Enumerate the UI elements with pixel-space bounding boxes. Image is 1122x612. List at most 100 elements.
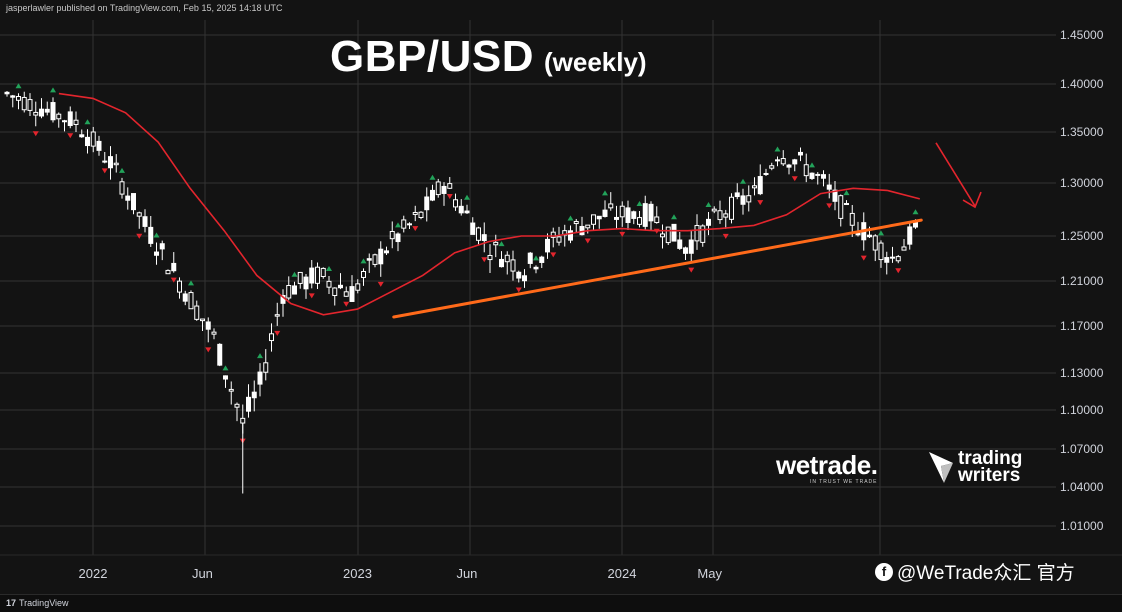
- fractal-up-marker: [774, 146, 781, 152]
- candle-body: [763, 172, 769, 175]
- candle-body: [648, 203, 654, 222]
- price-chart[interactable]: 1.45000 1.40000 1.35000 1.30000 1.25000 1.210…: [0, 0, 1122, 594]
- candle-body: [378, 248, 384, 265]
- candle-body: [33, 111, 39, 116]
- candle-body: [223, 375, 228, 380]
- tradingview-logo[interactable]: 17 TradingView: [6, 598, 69, 608]
- fractal-up-marker: [222, 365, 229, 371]
- candle-body: [366, 258, 372, 261]
- candle-body: [297, 271, 303, 284]
- candle-body: [694, 225, 700, 242]
- fractal-up-marker: [153, 232, 160, 238]
- candle-body: [872, 235, 878, 251]
- candle-body: [263, 362, 269, 373]
- candle-body: [504, 254, 510, 263]
- fractal-up-marker: [809, 162, 815, 168]
- fractal-down-marker: [274, 330, 281, 336]
- chart-title: GBP/USD (weekly): [330, 32, 647, 82]
- candle-body: [182, 293, 188, 302]
- candle-body: [85, 136, 90, 147]
- wetrade-tagline: IN TRUST WE TRADE: [809, 479, 878, 485]
- candle-body: [550, 231, 556, 238]
- y-tick-label: 1.30000: [1060, 176, 1104, 190]
- candle-body: [907, 226, 913, 245]
- candle-body: [50, 102, 56, 121]
- fractal-up-marker: [429, 174, 436, 180]
- candle-body: [533, 266, 539, 270]
- fractal-down-marker: [377, 281, 384, 287]
- trading-writers-line2: writers: [958, 465, 1021, 486]
- candle-body: [269, 333, 274, 342]
- candle-body: [573, 221, 579, 225]
- y-tick-label: 1.04000: [1060, 480, 1104, 494]
- wetrade-logo: wetrade. IN TRUST WE TRADE: [776, 450, 878, 485]
- candle-body: [476, 227, 481, 241]
- fractal-up-marker: [257, 353, 263, 359]
- candle-body: [637, 217, 642, 225]
- support-trendline: [392, 218, 923, 319]
- fractal-up-marker: [636, 200, 643, 206]
- fractal-up-marker: [671, 214, 677, 220]
- candle-body: [113, 162, 119, 166]
- candle-body: [274, 314, 280, 317]
- candle-body: [803, 164, 809, 177]
- candle-body: [159, 243, 165, 250]
- fractal-down-marker: [205, 347, 212, 353]
- candle-body: [614, 216, 619, 220]
- fractal-down-marker: [515, 287, 522, 293]
- candle-body: [407, 223, 412, 226]
- candle-body: [711, 208, 717, 212]
- candle-body: [418, 211, 424, 218]
- x-tick-label: May: [697, 566, 722, 581]
- fractal-down-marker: [722, 233, 729, 239]
- candle-body: [389, 230, 395, 240]
- fractal-down-marker: [308, 293, 315, 299]
- candle-body: [136, 212, 142, 217]
- candle-body: [154, 251, 159, 256]
- candle-body: [780, 158, 786, 165]
- candle-body: [343, 291, 349, 297]
- candle-body: [556, 236, 562, 243]
- candle-body: [487, 254, 493, 261]
- fractal-up-marker: [602, 190, 608, 196]
- fractal-down-marker: [446, 193, 453, 199]
- candle-body: [73, 119, 79, 125]
- candle-body: [315, 266, 320, 284]
- candle-body: [700, 225, 706, 243]
- candle-body: [395, 233, 401, 243]
- candle-body: [522, 275, 527, 282]
- y-tick-label: 1.07000: [1060, 442, 1104, 456]
- candle-body: [320, 267, 326, 277]
- candle-body: [240, 417, 246, 424]
- y-tick-label: 1.01000: [1060, 519, 1104, 533]
- candle-body: [642, 203, 648, 227]
- trading-writers-icon: [929, 452, 953, 483]
- fractal-up-marker: [291, 271, 298, 277]
- candle-body: [539, 256, 545, 263]
- candle-body: [200, 318, 205, 322]
- candle-body: [792, 159, 798, 165]
- candle-body: [79, 134, 85, 138]
- tradingview-logo-text: TradingView: [19, 598, 69, 608]
- candle-body: [786, 164, 792, 168]
- candle-body: [769, 165, 775, 169]
- fractal-up-marker: [360, 258, 367, 264]
- candle-body: [131, 193, 136, 211]
- candle-body: [16, 96, 21, 101]
- y-tick-label: 1.40000: [1060, 77, 1104, 91]
- fractal-up-marker: [912, 209, 919, 215]
- fractal-down-marker: [688, 267, 695, 273]
- fractal-up-marker: [395, 222, 401, 228]
- candle-body: [102, 160, 108, 163]
- candle-body: [21, 96, 27, 111]
- candle-body: [826, 184, 832, 190]
- fractal-up-marker: [878, 230, 884, 236]
- candle-body: [849, 212, 855, 226]
- candle-body: [286, 285, 292, 299]
- chart-title-main: GBP/USD: [330, 32, 534, 81]
- fractal-up-marker: [843, 190, 850, 196]
- candle-body: [631, 211, 637, 219]
- fractal-down-marker: [550, 252, 557, 258]
- candle-body: [205, 321, 211, 330]
- candle-body: [361, 270, 366, 278]
